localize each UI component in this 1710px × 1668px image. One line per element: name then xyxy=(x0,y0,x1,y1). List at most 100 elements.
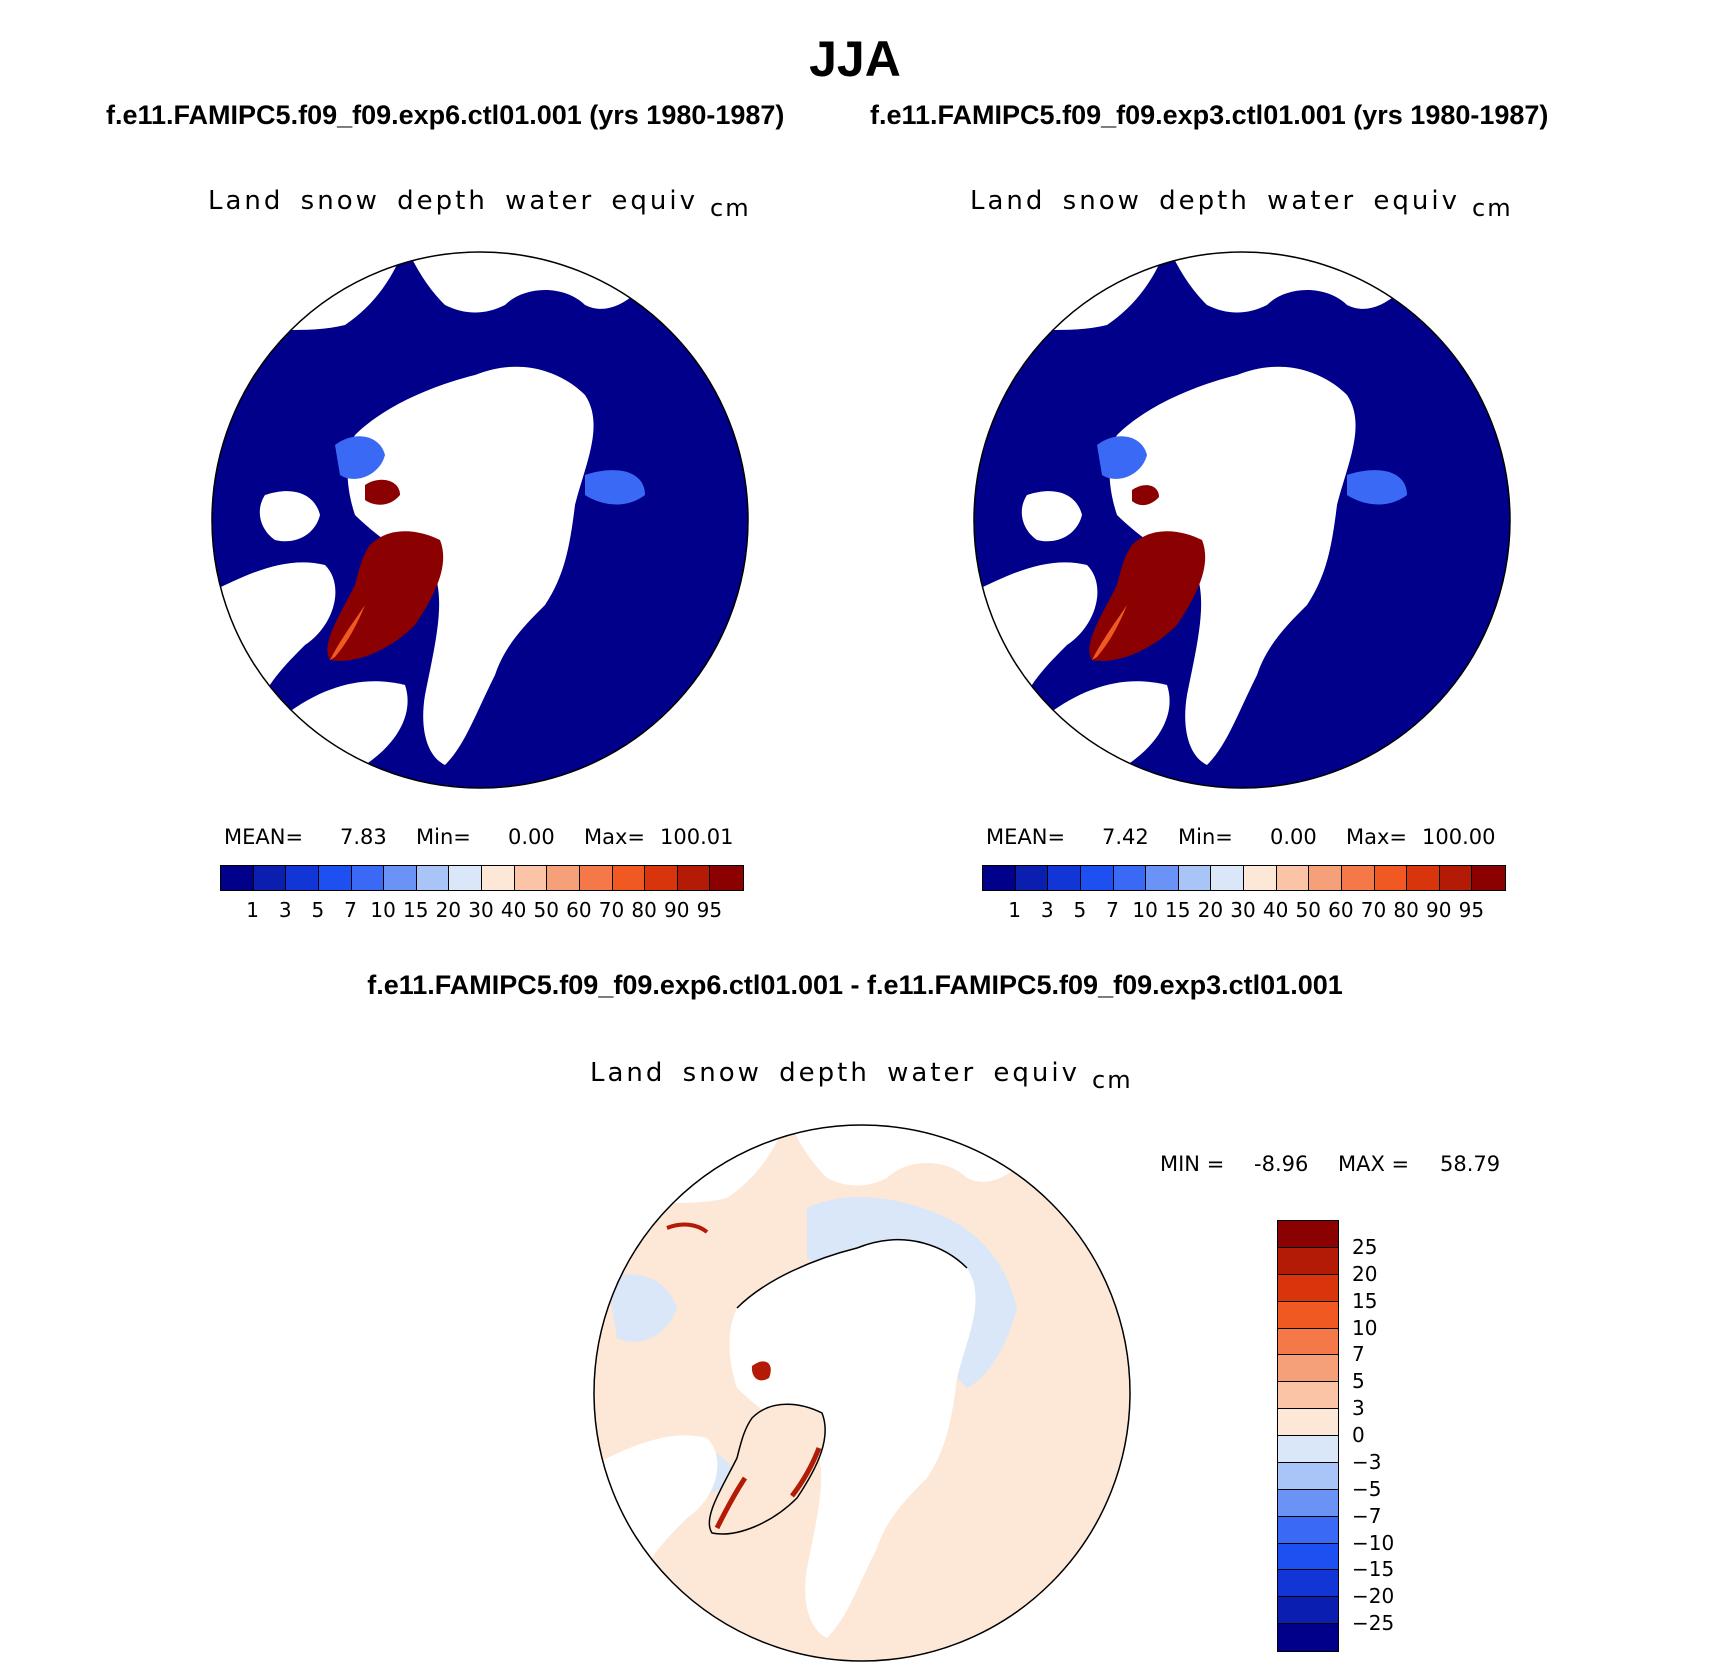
greenland-edge xyxy=(330,605,365,660)
colorbar-tick-label: 25 xyxy=(1352,1234,1378,1259)
difference-colorbar-ticks: 25 20 15 10 7 5 3 0 −3 −5 −7 −10 −15 −20 −25 xyxy=(1352,1220,1432,1649)
diff-min-value: -8.96 xyxy=(1254,1152,1309,1176)
difference-colorbar xyxy=(1277,1220,1339,1652)
colorbar-tick-label: −25 xyxy=(1352,1611,1395,1636)
colorbar-swatch xyxy=(1278,1570,1338,1598)
siberia-snow xyxy=(1347,470,1407,505)
colorbar-tick-label: 3 xyxy=(278,898,292,922)
colorbar-swatch xyxy=(1278,1328,1338,1356)
colorbar-tick-label: 20 xyxy=(1197,898,1224,922)
ellesmere-high-snow xyxy=(365,479,400,505)
colorbar-tick-label: 7 xyxy=(1106,898,1119,922)
min-label: Min= xyxy=(416,825,471,849)
colorbar-swatch xyxy=(1278,1221,1338,1248)
colorbar-tick-label: 15 xyxy=(1165,898,1191,922)
colorbar-swatch xyxy=(1276,866,1310,890)
max-value: 100.00 xyxy=(1422,825,1496,849)
colorbar-tick-label: 30 xyxy=(468,898,494,922)
colorbar-swatch xyxy=(1211,866,1244,890)
variable-label-right: Land snow depth water equiv xyxy=(970,186,1460,216)
variable-label-left: Land snow depth water equiv xyxy=(208,186,698,216)
colorbar-tick-label: 40 xyxy=(1262,898,1289,922)
coastline xyxy=(736,1239,968,1309)
greenland-positive-edge xyxy=(714,1476,748,1530)
min-value: 0.00 xyxy=(1270,825,1317,849)
diff-stats: MIN = -8.96 MAX = 58.79 xyxy=(1160,1152,1520,1178)
ellesmere-high-snow xyxy=(1132,485,1159,506)
colorbar-swatch xyxy=(514,866,548,890)
colorbar-swatch xyxy=(983,866,1016,890)
colorbar-swatch xyxy=(1178,866,1212,890)
colorbar-swatch xyxy=(1278,1516,1338,1544)
colorbar-tick-label: 20 xyxy=(435,898,462,922)
colorbar-swatch xyxy=(1278,1301,1338,1329)
colorbar-tick-label: 5 xyxy=(311,898,325,922)
ellesmere-positive xyxy=(751,1361,771,1381)
colorbar-tick-label: 10 xyxy=(370,898,396,922)
colorbar-swatch xyxy=(384,866,417,890)
colorbar-tick-label: 80 xyxy=(1393,898,1419,922)
colorbar-swatch xyxy=(416,866,450,890)
colorbar-swatch xyxy=(1015,866,1049,890)
colorbar-tick-label: 70 xyxy=(1360,898,1387,922)
colorbar-tick-label: 3 xyxy=(1040,898,1054,922)
season-title: JJA xyxy=(809,31,901,87)
units-label-right: cm xyxy=(1472,194,1513,222)
min-label: Min= xyxy=(1178,825,1233,849)
variable-label-diff: Land snow depth water equiv xyxy=(590,1058,1080,1088)
colorbar-swatch xyxy=(1244,866,1277,890)
min-value: 0.00 xyxy=(508,825,555,849)
colorbar-swatch xyxy=(1278,1382,1338,1410)
colorbar-swatch xyxy=(318,866,352,890)
colorbar-right-ticks: 1 3 5 7 10 15 20 30 40 50 60 70 80 90 95 xyxy=(982,898,1504,922)
colorbar-swatch xyxy=(1048,866,1081,890)
mean-value: 7.42 xyxy=(1102,825,1149,849)
colorbar-swatch xyxy=(579,866,613,890)
greenland xyxy=(708,1403,826,1535)
colorbar-tick-label: −3 xyxy=(1352,1449,1382,1474)
colorbar-swatch xyxy=(677,866,711,890)
max-label: Max= xyxy=(584,825,646,849)
colorbar-tick-label: 60 xyxy=(1328,898,1354,922)
colorbar-right xyxy=(982,865,1506,891)
colorbar-swatch xyxy=(1080,866,1114,890)
colorbar-tick-label: 10 xyxy=(1352,1315,1378,1340)
colorbar-tick-label: 15 xyxy=(403,898,429,922)
colorbar-left xyxy=(220,865,744,891)
archipelago-snow xyxy=(335,436,385,479)
colorbar-tick-label: 0 xyxy=(1352,1423,1365,1447)
greenland-high-snow xyxy=(327,531,444,661)
colorbar-swatch xyxy=(1278,1489,1338,1517)
colorbar-tick-label: 50 xyxy=(533,898,559,922)
greenland-edge xyxy=(1092,605,1127,660)
snow-map-exp6 xyxy=(211,251,749,789)
colorbar-swatch xyxy=(1278,1409,1338,1436)
colorbar-swatch xyxy=(1374,866,1408,890)
diff-max-label: MAX = xyxy=(1338,1152,1410,1176)
colorbar-tick-label: 40 xyxy=(500,898,527,922)
arctic-ocean xyxy=(1109,366,1356,765)
greenland-high-snow xyxy=(1089,531,1206,661)
difference-title: f.e11.FAMIPC5.f09_f09.exp6.ctl01.001 - f… xyxy=(367,970,1343,1000)
max-value: 100.01 xyxy=(660,825,734,849)
colorbar-swatch xyxy=(482,866,515,890)
mean-value: 7.83 xyxy=(340,825,387,849)
archipelago-snow xyxy=(1097,436,1147,479)
alaska-positive xyxy=(666,1222,709,1234)
colorbar-swatch xyxy=(1309,866,1342,890)
colorbar-swatch xyxy=(1278,1624,1338,1651)
colorbar-swatch xyxy=(1278,1436,1338,1463)
colorbar-tick-label: −10 xyxy=(1352,1530,1395,1555)
colorbar-tick-label: 60 xyxy=(566,898,592,922)
colorbar-tick-label: 90 xyxy=(664,898,690,922)
colorbar-tick-label: 10 xyxy=(1132,898,1158,922)
colorbar-swatch xyxy=(1146,866,1179,890)
colorbar-tick-label: −7 xyxy=(1352,1503,1382,1528)
colorbar-tick-label: 20 xyxy=(1352,1261,1378,1286)
colorbar-tick-label: 7 xyxy=(1352,1342,1365,1367)
colorbar-swatch xyxy=(1278,1543,1338,1571)
colorbar-swatch xyxy=(221,866,254,890)
stats-left: MEAN= 7.83 Min= 0.00 Max= 100.01 xyxy=(224,825,754,851)
colorbar-tick-label: 15 xyxy=(1352,1288,1378,1313)
snow-difference-map xyxy=(593,1124,1131,1662)
